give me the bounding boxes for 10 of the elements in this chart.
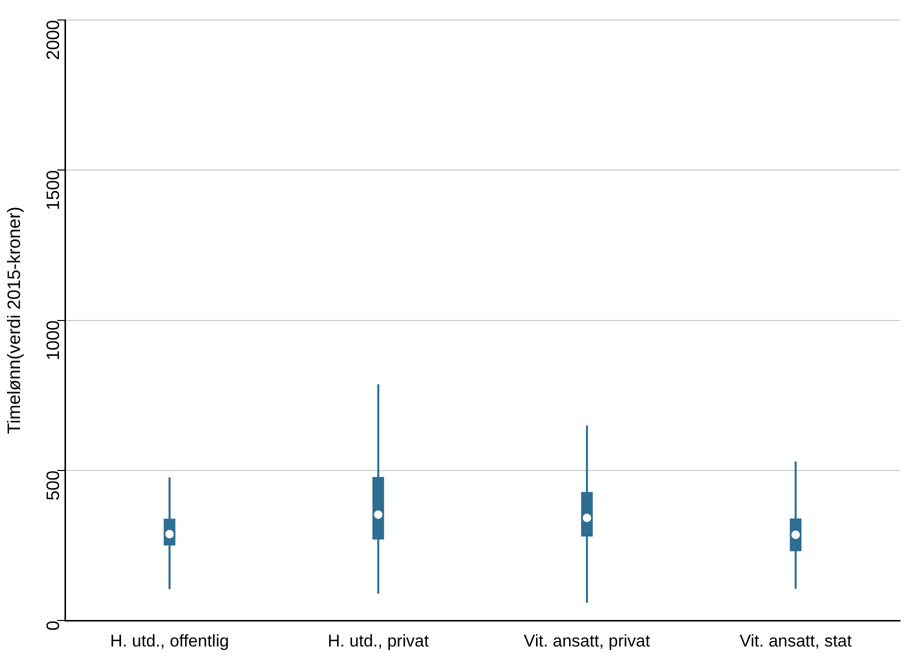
y-axis-title: Timelønn(verdi 2015-kroner): [4, 206, 24, 434]
y-tick-label: 1000: [43, 320, 64, 360]
y-tick-label: 500: [43, 470, 64, 500]
x-tick-label: Vit. ansatt, privat: [524, 631, 650, 650]
x-tick-label: H. utd., offentlig: [110, 631, 229, 650]
x-tick-label: H. utd., privat: [328, 631, 430, 650]
y-tick-label: 0: [43, 620, 64, 631]
x-tick-label: Vit. ansatt, stat: [740, 631, 852, 650]
y-tick-label: 1500: [43, 170, 64, 210]
y-tick-label: 2000: [43, 20, 64, 60]
